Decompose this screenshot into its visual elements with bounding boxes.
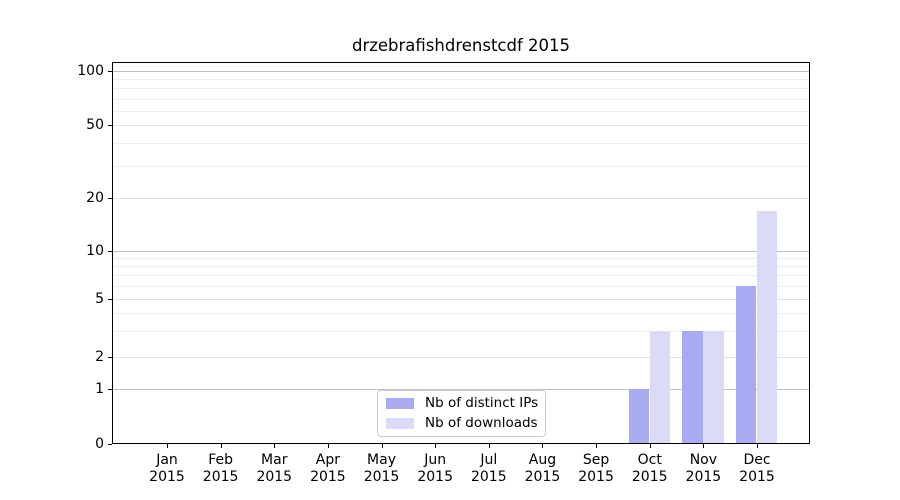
y-tick-mark (108, 389, 112, 390)
x-tick-month: Jun (424, 452, 447, 468)
x-tick-month: Apr (315, 452, 341, 468)
plot-area (112, 62, 810, 444)
x-tick-mark (327, 444, 329, 448)
gridline-minor (113, 79, 809, 81)
y-tick-label: 100 (77, 63, 104, 79)
gridline-labeled-minor (113, 198, 809, 200)
x-tick-year: 2015 (363, 469, 400, 485)
bar-distinct-ips-nov-2015 (682, 330, 703, 443)
x-tick-year: 2015 (149, 469, 185, 485)
x-tick-month: Oct (637, 452, 662, 468)
x-tick-mark (435, 444, 437, 448)
gridline-minor (113, 275, 809, 277)
x-tick-year: 2015 (256, 469, 293, 485)
gridline-minor (113, 98, 809, 100)
legend-item: Nb of distinct IPs (386, 396, 545, 411)
x-tick-month: Sep (582, 452, 610, 468)
x-tick-label: Jan 2015 (135, 452, 199, 486)
y-tick-label: 0 (95, 436, 104, 452)
chart-title: drzebrafishdrenstcdf 2015 (351, 36, 571, 55)
y-tick-label: 2 (95, 348, 104, 365)
gridline-minor (113, 165, 809, 167)
y-tick-label: 20 (86, 190, 104, 207)
x-tick-mark (757, 444, 758, 448)
y-tick-mark (108, 125, 112, 126)
x-tick-mark (274, 444, 276, 448)
y-tick-mark (108, 250, 112, 252)
x-tick-label: Jul 2015 (457, 452, 521, 486)
gridline-minor (113, 330, 809, 332)
y-tick-mark (108, 444, 112, 445)
gridline-labeled-minor (113, 298, 809, 300)
y-tick-label: 1 (95, 381, 104, 397)
x-tick-year: 2015 (310, 469, 346, 485)
y-tick-label: 5 (95, 290, 104, 307)
x-tick-month: Mar (261, 452, 288, 468)
bar-distinct-ips-oct-2015 (628, 389, 649, 443)
x-tick-month: Jan (156, 452, 178, 468)
x-tick-year: 2015 (578, 469, 614, 485)
bar-distinct-ips-dec-2015 (735, 286, 757, 443)
gridline-major (113, 389, 809, 390)
x-tick-month: Feb (208, 452, 234, 468)
bar-downloads-oct-2015 (649, 330, 671, 443)
x-tick-year: 2015 (685, 469, 722, 485)
gridline-labeled-minor (113, 125, 809, 126)
gridline-minor (113, 257, 809, 259)
legend: Nb of distinct IPs Nb of downloads (377, 390, 546, 437)
x-tick-label: Oct 2015 (618, 452, 682, 486)
x-tick-month: May (367, 452, 396, 468)
x-tick-label: Feb 2015 (189, 452, 253, 486)
x-tick-label: Aug 2015 (510, 452, 574, 486)
x-tick-mark (381, 444, 383, 448)
x-tick-mark (488, 444, 490, 448)
y-tick-mark (108, 356, 112, 358)
gridline-major (113, 250, 809, 252)
bar-downloads-nov-2015 (703, 330, 724, 443)
x-tick-mark (167, 444, 168, 448)
x-tick-mark (542, 444, 544, 448)
x-tick-month: Jul (480, 452, 498, 468)
x-tick-month: Aug (528, 452, 557, 468)
x-tick-year: 2015 (631, 469, 668, 485)
x-tick-year: 2015 (470, 469, 507, 485)
legend-label: Nb of distinct IPs (425, 395, 539, 411)
x-tick-label: Jun 2015 (403, 452, 467, 486)
y-tick-label: 50 (86, 117, 104, 133)
x-tick-label: Mar 2015 (242, 452, 306, 486)
x-tick-label: May 2015 (350, 452, 414, 486)
gridline-minor (113, 110, 809, 112)
y-tick-mark (108, 198, 112, 200)
y-tick-label: 10 (86, 242, 104, 259)
gridline-minor (113, 266, 809, 268)
x-tick-year: 2015 (524, 469, 561, 485)
gridline-minor (113, 286, 809, 288)
x-tick-year: 2015 (739, 469, 775, 485)
y-tick-mark (108, 298, 112, 300)
legend-swatch-icon (386, 398, 414, 409)
bar-downloads-dec-2015 (757, 210, 778, 443)
legend-item: Nb of downloads (386, 416, 545, 431)
legend-swatch-icon (386, 418, 414, 429)
gridline-minor (113, 88, 809, 90)
legend-label: Nb of downloads (425, 415, 538, 431)
x-tick-mark (649, 444, 651, 448)
x-tick-label: Dec 2015 (725, 452, 789, 486)
x-tick-month: Nov (689, 452, 718, 468)
x-tick-label: Apr 2015 (296, 452, 360, 486)
x-tick-label: Nov 2015 (671, 452, 735, 486)
x-tick-month: Dec (743, 452, 771, 468)
y-tick-mark (108, 71, 112, 72)
x-tick-year: 2015 (417, 469, 453, 485)
x-tick-mark (703, 444, 705, 448)
x-tick-mark (220, 444, 222, 448)
gridline-labeled-minor (113, 356, 809, 358)
x-tick-label: Sep 2015 (564, 452, 628, 486)
gridline-minor (113, 312, 809, 314)
gridline-major (113, 71, 809, 72)
x-tick-mark (596, 444, 598, 448)
gridline-minor (113, 142, 809, 144)
x-tick-year: 2015 (202, 469, 239, 485)
